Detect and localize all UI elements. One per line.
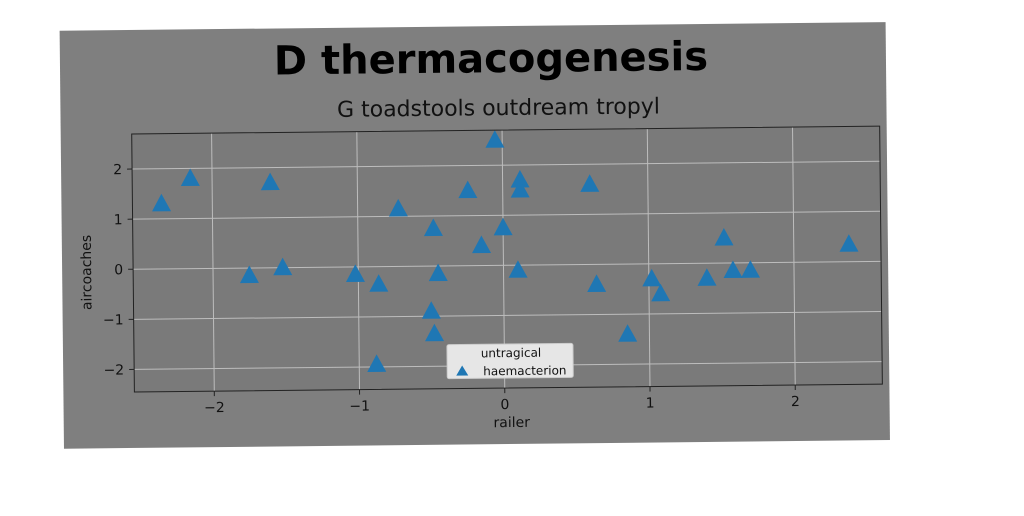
x-tick-label: 1 — [646, 396, 655, 412]
chart-subtitle: G toadstools outdream tropyl — [337, 94, 660, 122]
legend: untragical haemacterion — [447, 343, 573, 378]
x-tick-label: 2 — [791, 394, 800, 410]
y-tick-label: −1 — [103, 312, 124, 328]
y-tick-label: −2 — [103, 363, 124, 379]
y-axis-label: aircoaches — [79, 235, 96, 310]
chart-title: D thermacogenesis — [274, 34, 709, 85]
y-tick-label: 0 — [114, 262, 123, 278]
x-tick-label: −1 — [349, 398, 370, 414]
y-tick-label: 2 — [113, 162, 122, 178]
y-tick-label: 1 — [114, 212, 123, 228]
x-tick-label: 0 — [500, 397, 509, 413]
x-axis-label: railer — [493, 415, 530, 431]
legend-entry-label: haemacterion — [483, 363, 566, 378]
x-tick-label: −2 — [204, 400, 225, 416]
legend-title: untragical — [481, 346, 542, 361]
